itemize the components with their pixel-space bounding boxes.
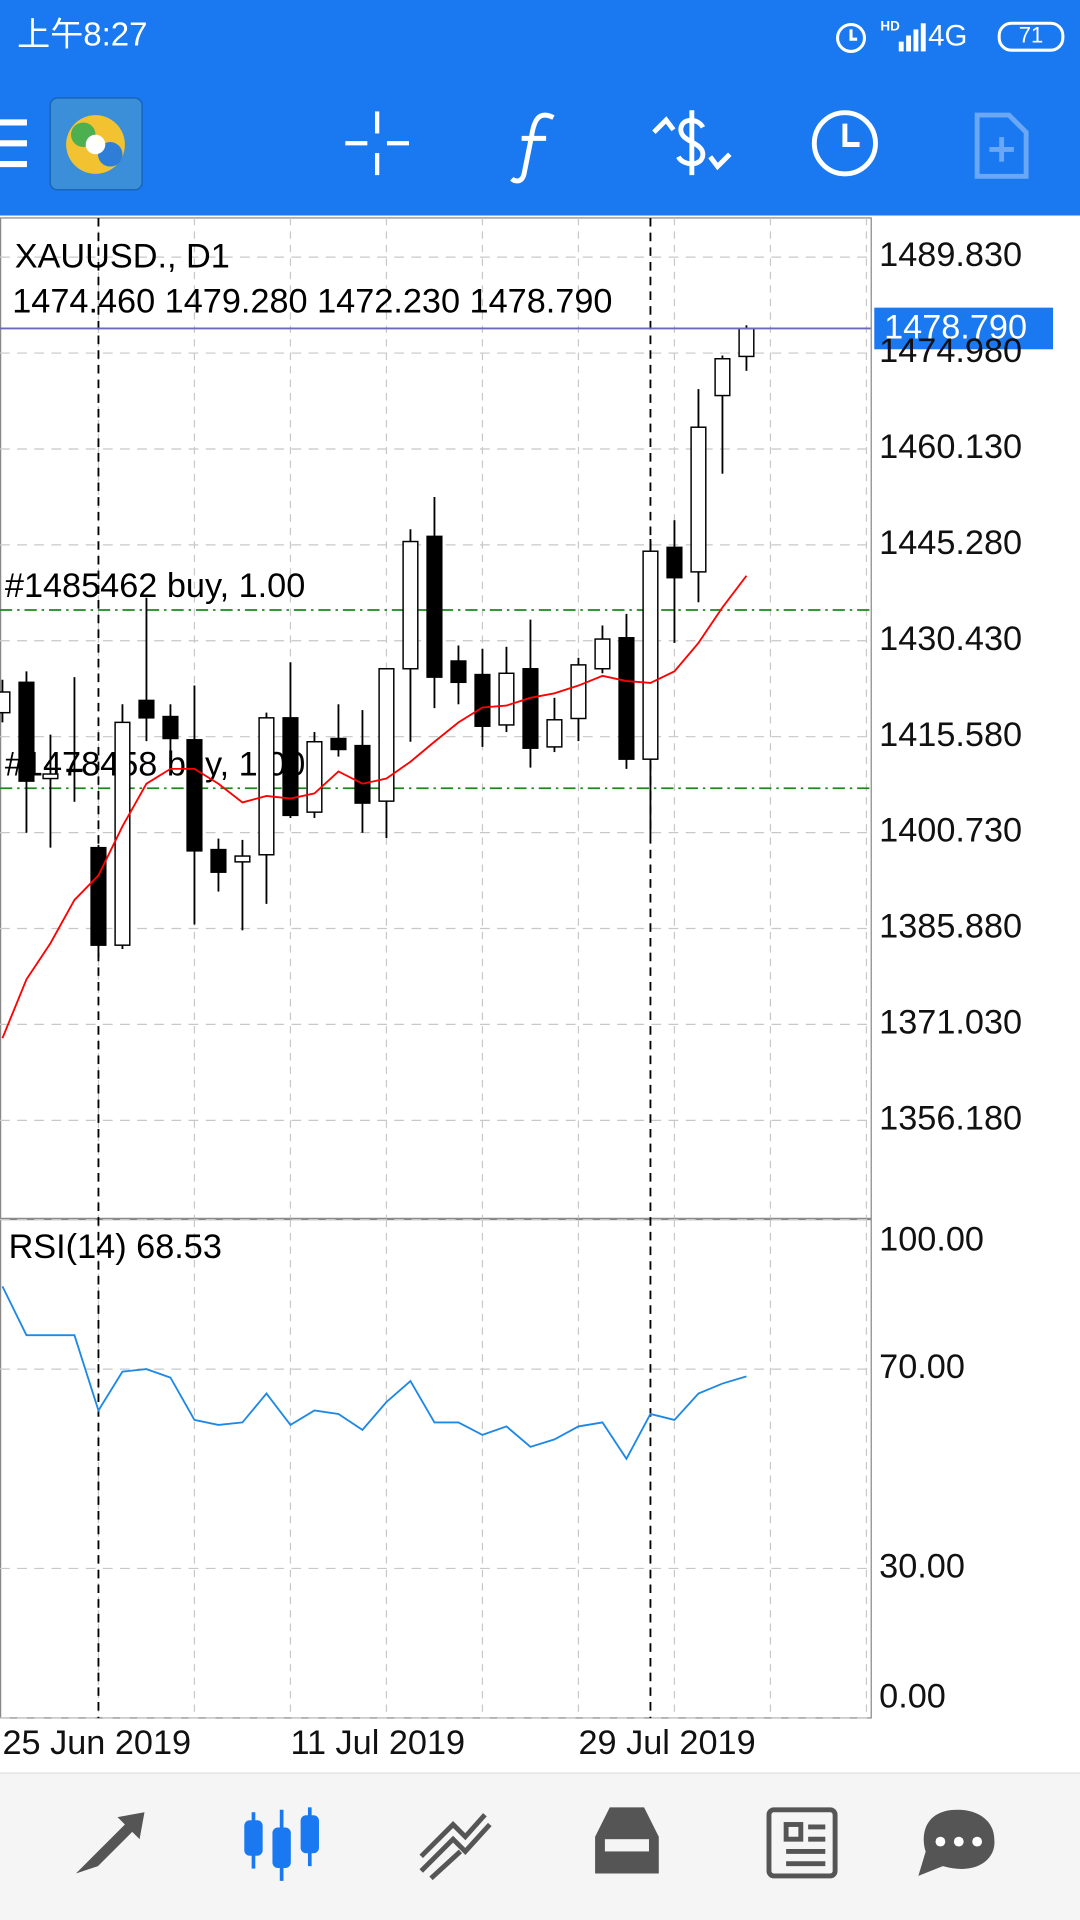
candle-body — [642, 550, 659, 760]
candle-body — [402, 540, 419, 670]
y-tick-label: 70.00 — [879, 1348, 965, 1386]
y-tick-label: 0.00 — [879, 1677, 946, 1715]
candle-body — [474, 673, 491, 727]
candle-body — [666, 546, 683, 579]
timeframe-button[interactable] — [811, 110, 878, 177]
app-bar — [0, 0, 1080, 216]
y-tick-label: 1474.980 — [879, 332, 1022, 370]
y-tick-label: 1371.030 — [879, 1003, 1022, 1041]
candle-body — [378, 668, 395, 802]
app-logo[interactable] — [49, 97, 143, 191]
candle-body — [114, 721, 131, 946]
trade-button[interactable] — [652, 110, 732, 176]
moving-average-line — [1, 575, 748, 1039]
news-tab[interactable] — [766, 1807, 838, 1879]
bid-label: 1478.790 — [884, 309, 1027, 347]
y-tick-label: 1489.830 — [879, 236, 1022, 274]
status-hd: HD — [880, 19, 900, 34]
candle-body — [498, 672, 515, 726]
alarm-hands — [849, 29, 858, 41]
text-layer: XAUUSD., D1 1474.460 1479.280 1472.230 1… — [2, 236, 1022, 1762]
quotes-tab[interactable] — [75, 1812, 145, 1874]
rsi-line — [1, 1285, 747, 1461]
x-tick-label: 29 Jul 2019 — [578, 1724, 755, 1762]
candle-body — [546, 719, 563, 748]
candle-body — [66, 768, 83, 773]
chart-subtitle: 1474.460 1479.280 1472.230 1478.790 — [12, 283, 612, 321]
candle-body — [426, 535, 443, 678]
marks-layer: #1485462 buy, 1.00#1478458 buy, 1.001478… — [0, 307, 1054, 1461]
y-tick-label: 100.00 — [879, 1221, 984, 1259]
candle-body — [330, 737, 347, 751]
candle-body — [738, 327, 755, 358]
chart-tab[interactable] — [244, 1807, 319, 1881]
y-tick-label: 1415.580 — [879, 716, 1022, 754]
rsi-panel — [0, 1218, 872, 1719]
candle-body — [714, 358, 731, 397]
status-network: 4G — [928, 20, 967, 53]
trade-tab[interactable] — [419, 1813, 492, 1881]
y-tick-label: 1445.280 — [879, 524, 1022, 562]
candle-body — [522, 668, 539, 749]
candle-body — [234, 855, 251, 863]
candle-body — [618, 637, 635, 760]
battery-outline — [997, 21, 1065, 52]
crosshair-button[interactable] — [345, 111, 409, 176]
bid-tag — [874, 307, 1054, 350]
y-tick-label: 1356.180 — [879, 1099, 1022, 1137]
menu-button[interactable] — [0, 119, 27, 168]
candle-body — [210, 848, 227, 873]
indicators-button[interactable] — [510, 112, 555, 184]
candle-body — [90, 846, 107, 946]
candle-body — [138, 699, 155, 719]
chat-tab[interactable] — [918, 1809, 995, 1876]
candle-body — [258, 717, 275, 856]
y-tick-label: 1400.730 — [879, 812, 1022, 850]
x-tick-label: 25 Jun 2019 — [2, 1724, 191, 1762]
y-tick-label: 30.00 — [879, 1548, 965, 1586]
status-battery: 71 — [1019, 23, 1044, 48]
candle-body — [42, 773, 59, 780]
y-tick-label: 1385.880 — [879, 908, 1022, 946]
candle-body — [18, 681, 35, 782]
chart-title: XAUUSD., D1 — [15, 237, 230, 275]
candle-body — [594, 638, 611, 670]
candle-body — [186, 739, 203, 852]
status-time: 上午8:27 — [17, 16, 147, 53]
alarm-icon — [836, 22, 867, 53]
candle-body — [570, 664, 587, 720]
candle-body — [0, 691, 11, 714]
price-panel — [0, 217, 872, 1219]
candle-body — [306, 741, 323, 813]
candle-body — [162, 715, 179, 740]
toolbar — [0, 97, 1029, 191]
signal-icon — [898, 23, 926, 52]
order-label: #1485462 buy, 1.00 — [5, 567, 305, 605]
status-icons — [836, 21, 1065, 53]
bottom-nav — [0, 1773, 1080, 1920]
rsi-title: RSI(14) 68.53 — [9, 1228, 222, 1266]
x-tick-label: 11 Jul 2019 — [290, 1724, 465, 1762]
new-order-button[interactable] — [974, 112, 1029, 179]
candle-body — [690, 426, 707, 573]
candle-body — [282, 717, 299, 817]
candle-body — [450, 660, 467, 684]
history-tab[interactable] — [595, 1807, 659, 1874]
y-tick-label: 1460.130 — [879, 428, 1022, 466]
candle-body — [354, 744, 371, 804]
y-tick-label: 1430.430 — [879, 620, 1022, 658]
